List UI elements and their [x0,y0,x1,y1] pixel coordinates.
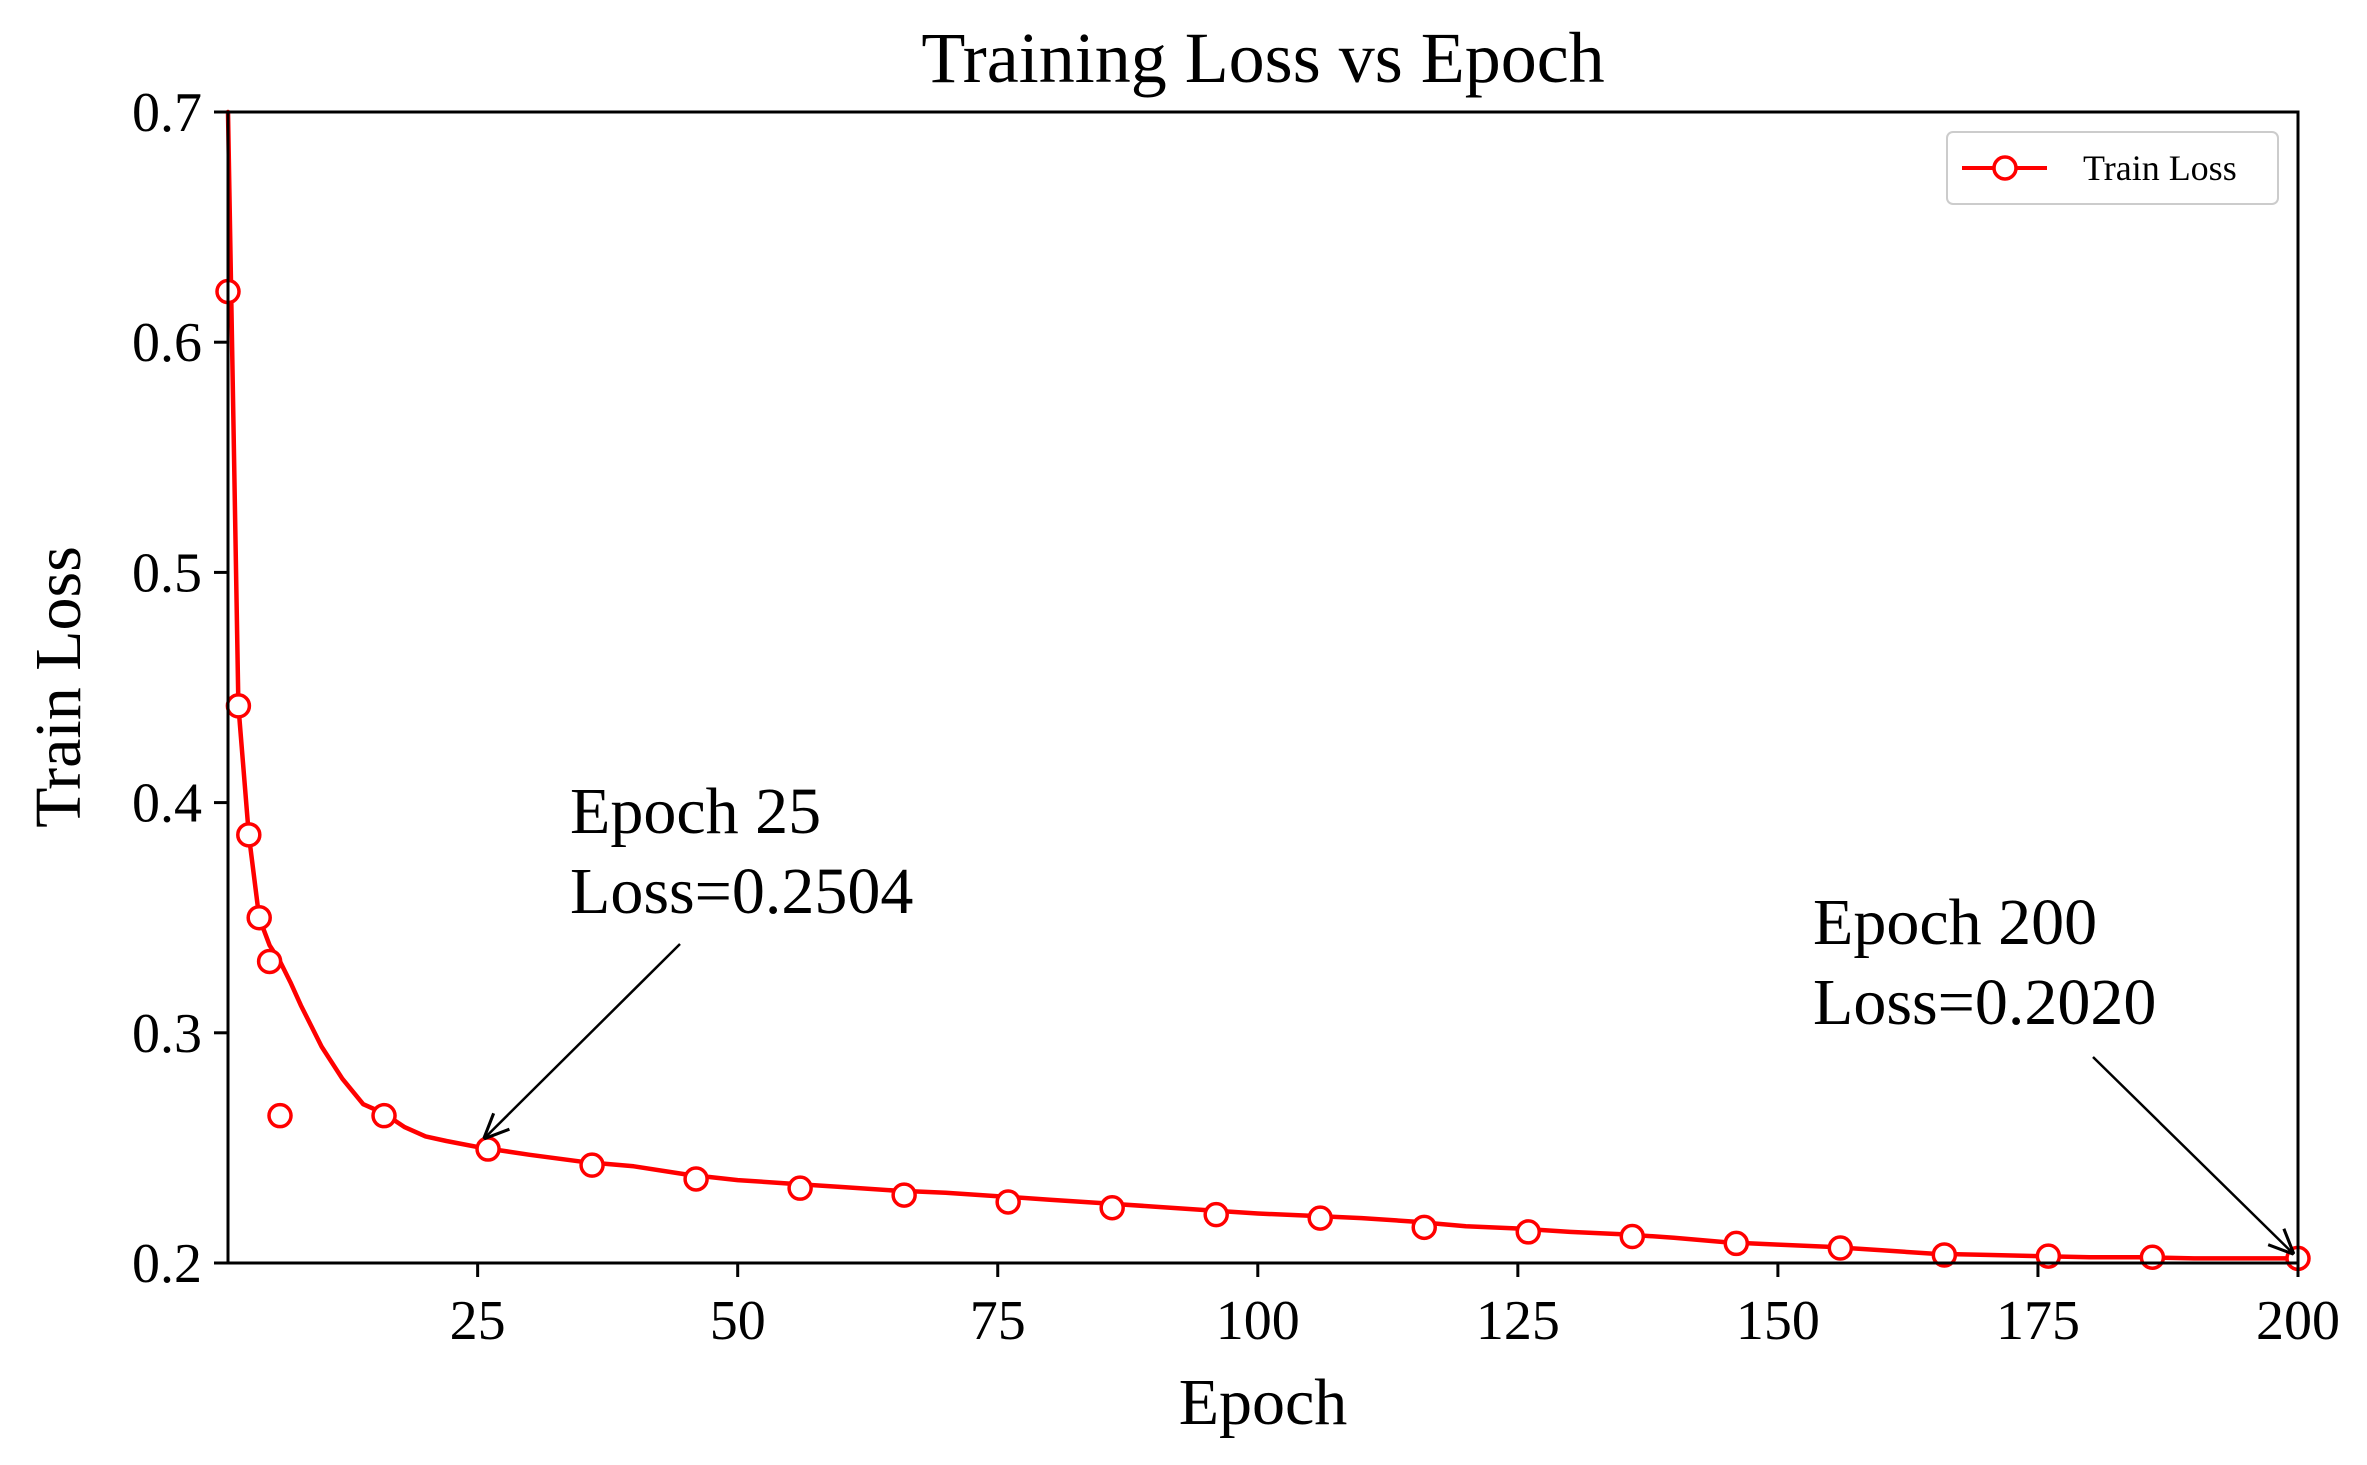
data-point [225,693,252,719]
annotation-arrow [484,943,681,1139]
legend-marker-swatch [1992,155,2018,181]
data-point [1099,1195,1125,1221]
annotation-text: Loss=0.2504 [570,855,913,928]
annotation-text: Epoch 200 [1813,886,2097,959]
data-point [475,1136,501,1162]
data-point [1411,1214,1437,1241]
y-tick-label: 0.5 [132,542,202,604]
x-tick-label: 175 [1996,1290,2080,1352]
data-point [2139,1244,2166,1270]
data-point [1827,1235,1854,1261]
data-point [1203,1201,1229,1228]
data-point [256,948,283,975]
x-tick-label: 125 [1476,1290,1560,1352]
data-point [787,1175,813,1201]
data-point [995,1189,1021,1215]
y-axis-label: Train Loss [22,546,95,828]
x-tick-label: 50 [710,1290,766,1352]
annotation-text: Loss=0.2020 [1813,966,2156,1039]
y-tick-label: 0.2 [132,1233,202,1295]
x-tick-label: 75 [970,1290,1026,1352]
y-tick-label: 0.7 [132,82,202,144]
x-tick-label: 200 [2256,1290,2340,1352]
data-point [683,1166,709,1192]
legend-label: Train Loss [2083,148,2237,188]
y-tick-label: 0.6 [132,312,202,374]
data-point [1619,1223,1646,1250]
x-tick-label: 100 [1216,1290,1300,1352]
data-point [891,1182,917,1208]
annotation-arrow [2092,1056,2294,1254]
x-axis: 25 50 75 100 125 150 175 200 [450,1263,2340,1352]
y-tick-label: 0.4 [132,773,202,835]
x-tick-label: 150 [1736,1290,1820,1352]
annotation-text: Epoch 25 [570,775,821,848]
data-point [1931,1242,1958,1268]
data-point [1515,1219,1542,1245]
data-point [1723,1230,1750,1257]
legend: Train Loss [1946,131,2279,205]
y-tick-label: 0.3 [132,1003,202,1065]
data-point [236,822,262,848]
data-point [1307,1205,1333,1231]
x-axis-label: Epoch [1179,1366,1348,1439]
data-point [579,1152,605,1178]
x-tick-label: 25 [450,1290,506,1352]
chart-title: Training Loss vs Epoch [921,18,1604,98]
plot-frame [226,110,2300,1265]
plot-area [215,109,2311,1272]
data-point [371,1102,397,1129]
y-axis: 0.2 0.3 0.4 0.5 0.6 0.7 [132,82,228,1295]
series-line [225,109,2301,1261]
data-point [267,1102,293,1129]
legend-box [1946,131,2279,205]
data-point [246,904,272,931]
